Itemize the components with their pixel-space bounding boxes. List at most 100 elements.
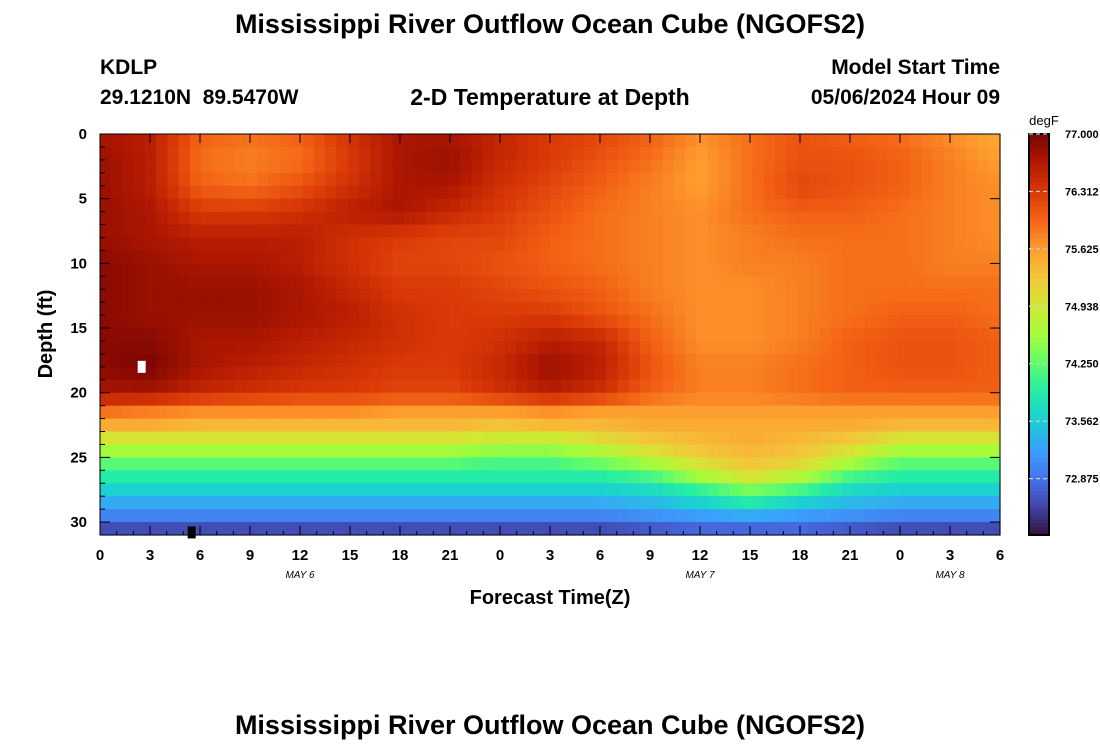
heatmap-cell	[898, 509, 911, 523]
heatmap-cell	[572, 185, 585, 200]
heatmap-cell	[145, 328, 157, 342]
heatmap-cell	[831, 470, 844, 484]
heatmap-cell	[595, 198, 607, 213]
heatmap-cell	[370, 198, 382, 213]
heatmap-cell	[381, 457, 394, 471]
heatmap-cell	[223, 392, 236, 407]
heatmap-cell	[640, 263, 652, 277]
heatmap-cell	[763, 457, 776, 471]
heatmap-cell	[685, 159, 697, 174]
heatmap-cell	[156, 263, 169, 277]
heatmap-cell	[932, 289, 945, 303]
heatmap-cell	[718, 366, 731, 381]
heatmap-cell	[336, 315, 349, 329]
heatmap-cell	[865, 483, 877, 497]
heatmap-cell	[763, 444, 776, 458]
x-tick-label: 15	[342, 547, 359, 564]
heatmap-cell	[212, 379, 225, 394]
heatmap-cell	[977, 470, 990, 484]
heatmap-cell	[246, 470, 259, 484]
heatmap-cell	[955, 198, 967, 213]
heatmap-cell	[628, 379, 641, 394]
heatmap-cell	[145, 405, 157, 420]
heatmap-cell	[190, 522, 202, 536]
heatmap-cell	[696, 172, 709, 187]
heatmap-cell	[291, 340, 304, 355]
heatmap-cell	[145, 353, 157, 368]
heatmap-cell	[178, 302, 191, 316]
heatmap-cell	[403, 418, 416, 433]
heatmap-cell	[820, 198, 832, 213]
heatmap-cell	[538, 263, 551, 277]
heatmap-cell	[550, 159, 562, 174]
heatmap-cell	[977, 366, 990, 381]
heatmap-cell	[392, 470, 405, 484]
heatmap-cell	[718, 457, 731, 471]
heatmap-cell	[370, 172, 382, 187]
heatmap-cell	[730, 289, 742, 303]
heatmap-cell	[415, 366, 427, 381]
heatmap-cell	[471, 379, 484, 394]
heatmap-cell	[583, 211, 596, 226]
heatmap-cell	[460, 496, 472, 510]
heatmap-cell	[122, 522, 135, 536]
heatmap-cell	[122, 159, 135, 174]
heatmap-cell	[988, 483, 1001, 497]
heatmap-cell	[673, 263, 686, 277]
heatmap-cell	[370, 328, 382, 342]
heatmap-cell	[640, 237, 652, 252]
heatmap-cell	[190, 224, 202, 239]
heatmap-cell	[887, 405, 900, 420]
heatmap-cell	[381, 496, 394, 510]
heatmap-cell	[313, 328, 326, 342]
heatmap-cell	[640, 496, 652, 510]
heatmap-cell	[842, 276, 855, 290]
heatmap-cell	[898, 224, 911, 239]
heatmap-cell	[820, 315, 832, 329]
heatmap-cell	[358, 379, 371, 394]
heatmap-cell	[403, 250, 416, 264]
heatmap-cell	[201, 211, 214, 226]
heatmap-cell	[145, 444, 157, 458]
heatmap-cell	[381, 224, 394, 239]
heatmap-cell	[572, 328, 585, 342]
heatmap-cell	[313, 224, 326, 239]
heatmap-cell	[966, 263, 979, 277]
heatmap-cell	[381, 263, 394, 277]
heatmap-cell	[426, 289, 439, 303]
heatmap-cell	[167, 289, 180, 303]
heatmap-cell	[921, 328, 934, 342]
heatmap-cell	[145, 315, 157, 329]
heatmap-cell	[201, 250, 214, 264]
heatmap-cell	[966, 353, 979, 368]
heatmap-cell	[876, 289, 889, 303]
heatmap-cell	[718, 134, 731, 148]
heatmap-cell	[336, 134, 349, 148]
heatmap-cell	[538, 211, 551, 226]
heatmap-cell	[325, 392, 337, 407]
heatmap-cell	[617, 509, 630, 523]
heatmap-cell	[370, 522, 382, 536]
heatmap-cell	[448, 496, 461, 510]
heatmap-cell	[561, 379, 574, 394]
heatmap-cell	[235, 522, 247, 536]
heatmap-cell	[111, 431, 124, 446]
heatmap-cell	[280, 328, 292, 342]
heatmap-cell	[437, 444, 450, 458]
heatmap-cell	[403, 496, 416, 510]
heatmap-cell	[100, 211, 112, 226]
heatmap-cell	[932, 172, 945, 187]
heatmap-cell	[167, 509, 180, 523]
heatmap-cell	[685, 276, 697, 290]
heatmap-cell	[797, 185, 810, 200]
heatmap-cell	[493, 444, 506, 458]
heatmap-cell	[876, 134, 889, 148]
heatmap-cell	[707, 263, 720, 277]
heatmap-cell	[943, 276, 956, 290]
heatmap-cell	[505, 302, 517, 316]
heatmap-cell	[493, 172, 506, 187]
heatmap-cell	[842, 172, 855, 187]
heatmap-cell	[752, 340, 765, 355]
heatmap-cell	[493, 405, 506, 420]
heatmap-cell	[662, 457, 675, 471]
